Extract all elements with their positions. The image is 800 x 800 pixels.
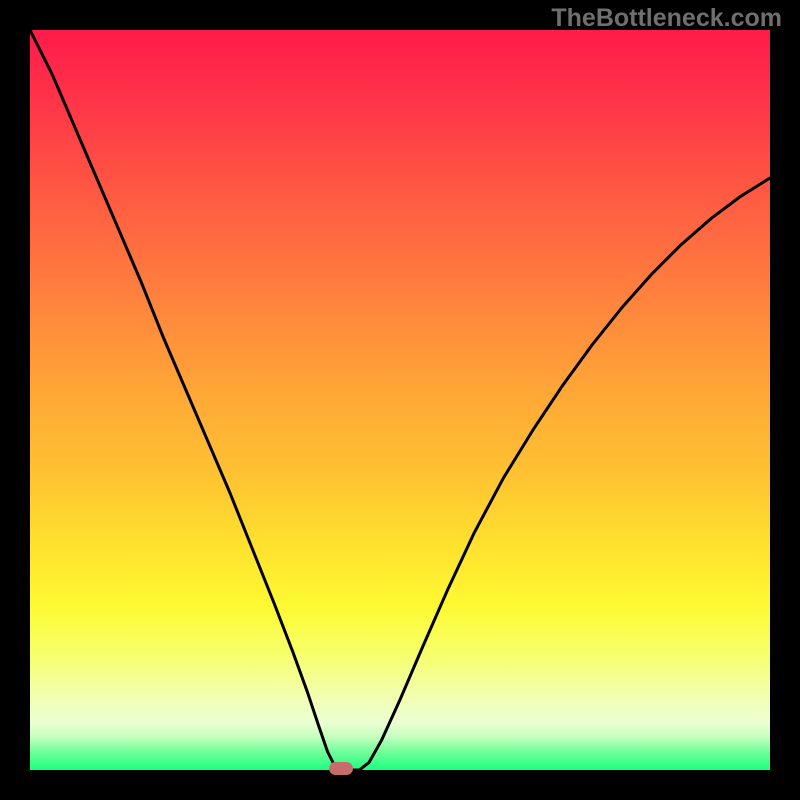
watermark-text: TheBottleneck.com [551, 4, 782, 33]
plot-svg [30, 30, 770, 770]
chart-frame: TheBottleneck.com [0, 0, 800, 800]
plot-area [30, 30, 770, 770]
gradient-background [30, 30, 770, 770]
minimum-marker [329, 762, 353, 775]
